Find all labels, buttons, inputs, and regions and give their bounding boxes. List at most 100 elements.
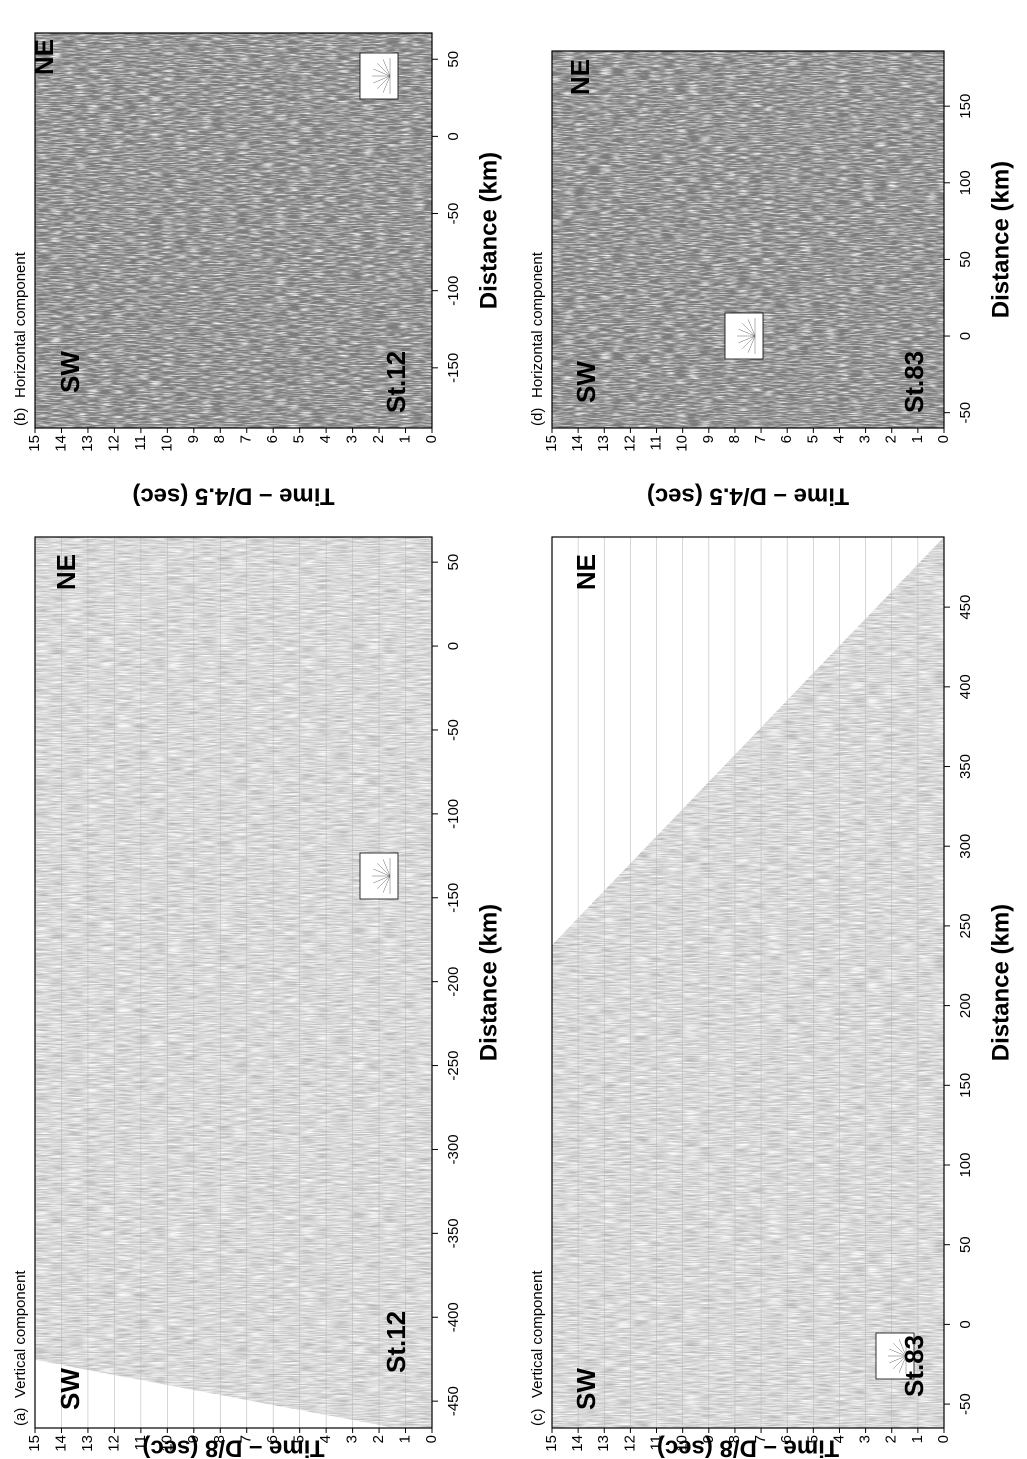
plot-frame	[34, 536, 433, 1429]
y-tick-label: 8	[211, 435, 228, 443]
y-tick-label: 8	[726, 1435, 743, 1443]
y-tick-label: 0	[935, 1435, 952, 1443]
y-tick-label: 13	[595, 435, 612, 452]
velocity-fan	[893, 1343, 907, 1357]
y-tick-label: 15	[26, 435, 43, 452]
y-tick-label: 6	[264, 1435, 281, 1443]
y-tick-label: 14	[52, 435, 69, 452]
y-tick-label: 12	[105, 1435, 122, 1452]
panel-title: Vertical component	[529, 1270, 546, 1398]
velocity-fan	[747, 335, 756, 353]
velocity-fan	[898, 1339, 907, 1357]
plot-frame	[551, 50, 945, 429]
y-tick-label: 11	[132, 435, 149, 451]
waveform-texture	[35, 33, 432, 428]
x-tick-label: -300	[445, 1134, 462, 1164]
y-tick-label: 1	[397, 435, 414, 443]
direction-label: SW	[571, 361, 601, 403]
y-tick-label: 7	[238, 1435, 255, 1443]
y-tick-label: 3	[857, 435, 874, 443]
y-tick-label: 3	[344, 435, 361, 443]
x-tick-label: 300	[957, 834, 974, 859]
station-label: St.12	[381, 351, 411, 413]
waveform-texture	[35, 537, 432, 1428]
station-label: St.83	[899, 1335, 929, 1397]
y-tick-label: 15	[26, 1435, 43, 1452]
velocity-fan	[377, 63, 391, 77]
panel-label: (d)	[529, 408, 546, 426]
y-tick-label: 4	[830, 1435, 847, 1443]
x-tick-label: 250	[957, 913, 974, 938]
x-tick-label: -150	[445, 883, 462, 913]
y-tick-label: 8	[726, 435, 743, 443]
x-tick-label: -100	[445, 276, 462, 306]
x-tick-label: -50	[445, 203, 462, 225]
y-tick-label: 7	[752, 435, 769, 443]
x-tick-label: 150	[957, 1073, 974, 1098]
panel-label: (a)	[12, 1408, 29, 1426]
y-axis-title: Time – D/8 (sec)	[142, 1435, 324, 1459]
y-tick-label: 14	[569, 1435, 586, 1452]
y-tick-label: 7	[752, 1435, 769, 1443]
y-tick-label: 4	[830, 435, 847, 443]
y-tick-label: 13	[79, 435, 96, 452]
velocity-fan	[893, 1355, 907, 1369]
velocity-fan	[742, 335, 756, 349]
velocity-fan	[382, 875, 391, 893]
x-tick-label: -350	[445, 1218, 462, 1248]
y-tick-label: 8	[211, 1435, 228, 1443]
velocity-fan	[373, 75, 391, 84]
velocity-fan	[889, 1348, 907, 1357]
direction-label: NE	[565, 59, 595, 95]
panel: 0123456789101112131415-450-400-350-300-2…	[12, 536, 502, 1459]
x-tick-label: -50	[957, 402, 974, 424]
y-tick-label: 5	[291, 1435, 308, 1443]
panel: 0123456789101112131415-150-100-50050(b)H…	[12, 32, 502, 510]
panel-label: (c)	[529, 1409, 546, 1427]
y-tick-label: 15	[543, 435, 560, 452]
y-tick-label: 13	[79, 1435, 96, 1452]
no-data-region	[552, 537, 944, 945]
panel-title: Horizontal component	[529, 251, 546, 398]
velocity-fan	[382, 59, 391, 77]
y-tick-label: 9	[185, 435, 202, 443]
x-axis-title: Distance (km)	[987, 904, 1014, 1061]
velocity-fan	[373, 868, 391, 877]
panel: 0123456789101112131415-50050100150200250…	[529, 536, 1014, 1459]
velocity-fan	[377, 75, 391, 89]
x-tick-label: 200	[957, 993, 974, 1018]
x-tick-label: 400	[957, 674, 974, 699]
y-tick-label: 9	[700, 435, 717, 443]
velocity-fan	[889, 1355, 907, 1364]
direction-label: NE	[571, 554, 601, 590]
y-tick-label: 7	[238, 435, 255, 443]
y-tick-label: 13	[595, 1435, 612, 1452]
station-label: St.83	[899, 351, 929, 413]
direction-label: SW	[55, 351, 85, 393]
y-tick-label: 6	[778, 1435, 795, 1443]
y-tick-label: 10	[674, 435, 691, 452]
x-tick-label: -200	[445, 967, 462, 997]
velocity-fan	[382, 75, 391, 93]
rotated-figure: 0123456789101112131415-450-400-350-300-2…	[12, 32, 1014, 1459]
x-tick-label: 100	[957, 170, 974, 195]
x-axis-title: Distance (km)	[475, 904, 502, 1061]
y-tick-label: 12	[105, 435, 122, 452]
y-tick-label: 5	[804, 1435, 821, 1443]
y-tick-label: 12	[621, 435, 638, 452]
y-axis-title: Time – D/4.5 (sec)	[132, 483, 334, 510]
y-tick-label: 1	[397, 1435, 414, 1443]
y-tick-label: 3	[344, 1435, 361, 1443]
velocity-fan	[747, 319, 756, 337]
x-tick-label: -150	[445, 353, 462, 383]
y-tick-label: 12	[621, 1435, 638, 1452]
y-tick-label: 14	[569, 435, 586, 452]
direction-label: SW	[55, 1368, 85, 1410]
x-tick-label: 100	[957, 1152, 974, 1177]
direction-label: NE	[29, 39, 59, 75]
y-tick-label: 5	[804, 435, 821, 443]
y-tick-label: 2	[370, 435, 387, 443]
y-tick-label: 11	[648, 435, 665, 451]
y-tick-label: 0	[423, 1435, 440, 1443]
y-tick-label: 2	[370, 1435, 387, 1443]
